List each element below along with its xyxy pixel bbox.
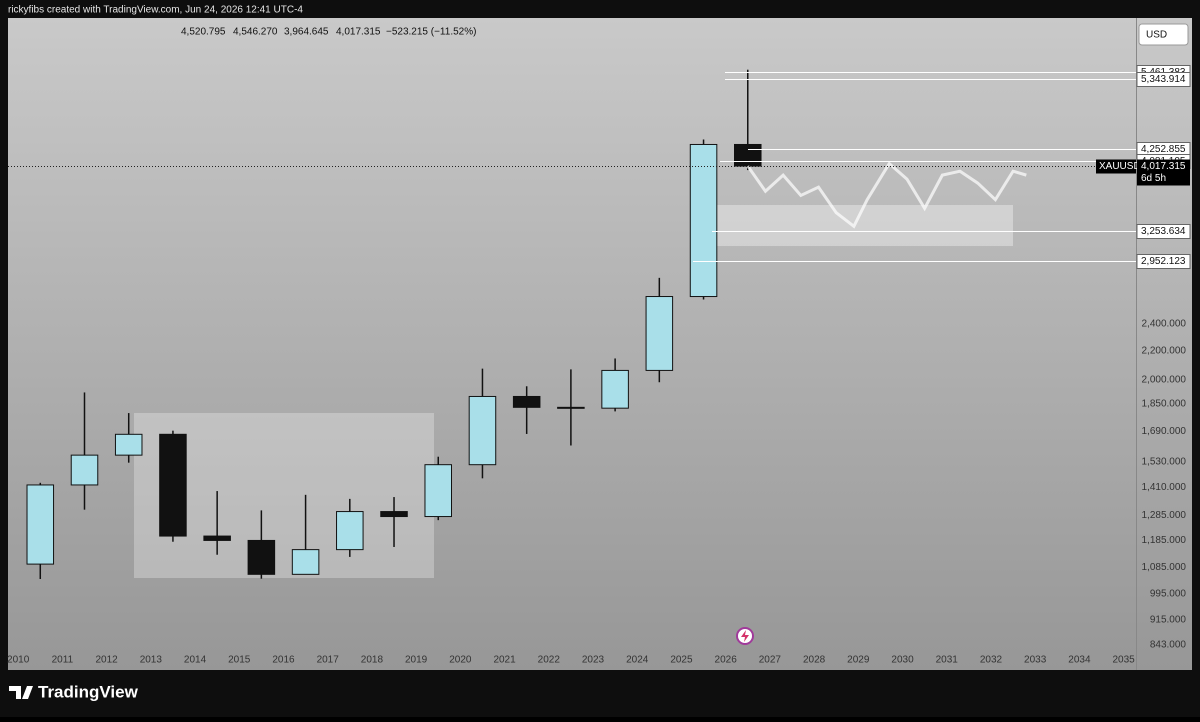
x-tick-label: 2025	[670, 655, 693, 666]
ohlc-close: 4,017.315	[336, 27, 381, 38]
x-tick-label: 2034	[1068, 655, 1091, 666]
y-tick-label: 1,285.000	[1142, 510, 1187, 521]
ohlc-open: 4,520.795	[181, 27, 226, 38]
candle-body	[380, 511, 408, 518]
level-label: 3,253.634	[1141, 226, 1186, 237]
y-tick-label: 1,850.000	[1142, 398, 1187, 409]
x-tick-label: 2028	[803, 655, 826, 666]
y-tick-label: 915.000	[1150, 614, 1187, 625]
candle-body	[601, 369, 629, 409]
y-tick-label: 2,200.000	[1142, 345, 1187, 356]
x-tick-label: 2026	[715, 655, 738, 666]
x-tick-label: 2024	[626, 655, 649, 666]
x-tick-label: 2021	[493, 655, 516, 666]
candle-body	[26, 484, 55, 565]
y-tick-label: 1,410.000	[1142, 482, 1187, 493]
x-tick-label: 2020	[449, 655, 472, 666]
candle-body	[689, 143, 718, 298]
x-tick-label: 2015	[228, 655, 251, 666]
candle-body	[468, 395, 497, 466]
symbol-box	[1096, 159, 1136, 174]
x-tick-label: 2029	[847, 655, 870, 666]
x-tick-label: 2011	[52, 655, 74, 666]
ohlc-change: −523.215 (−11.52%)	[386, 27, 476, 38]
symbol: XAUUSD	[1099, 161, 1141, 172]
x-tick-label: 2017	[317, 655, 340, 666]
candle-body	[512, 395, 541, 408]
x-tick-label: 2014	[184, 655, 207, 666]
brand-logo	[9, 686, 33, 699]
projection-line	[746, 161, 1027, 229]
y-tick-label: 995.000	[1150, 589, 1187, 600]
level-label-box	[1136, 72, 1191, 87]
last-price-box	[1137, 159, 1190, 186]
currency: USD	[1146, 30, 1167, 41]
y-tick-label: 1,690.000	[1142, 426, 1187, 437]
level-label-box	[1136, 224, 1191, 239]
level-label: 5,343.914	[1141, 74, 1186, 85]
x-tick-label: 2030	[891, 655, 914, 666]
y-tick-label: 2,400.000	[1142, 319, 1187, 330]
candle-body	[734, 143, 762, 167]
x-tick-label: 2013	[140, 655, 163, 666]
logo-mark	[9, 686, 33, 699]
candle-body	[70, 454, 99, 486]
candle-body	[645, 296, 674, 371]
x-tick-label: 2022	[538, 655, 561, 666]
y-tick-label: 843.000	[1150, 640, 1187, 651]
x-tick-label: 2012	[95, 655, 118, 666]
caption: rickyfibs created with TradingView.com, …	[8, 5, 303, 16]
candle-body	[424, 464, 453, 518]
brand: TradingView	[38, 682, 139, 701]
x-tick-label: 2031	[936, 655, 959, 666]
x-tick-label: 2010	[7, 655, 30, 666]
countdown: 6d 5h	[1141, 173, 1166, 184]
last-price: 4,017.315	[1141, 161, 1186, 172]
x-tick-label: 2035	[1112, 655, 1135, 666]
y-tick-label: 1,185.000	[1142, 535, 1187, 546]
candle-body	[247, 539, 276, 575]
candle-body	[557, 406, 585, 409]
currency-button[interactable]	[1138, 23, 1189, 46]
event-icon-bolt	[741, 630, 749, 642]
candle-body	[203, 535, 231, 541]
chart-background	[8, 18, 1192, 670]
y-tick-label: 2,000.000	[1142, 375, 1187, 386]
x-tick-label: 2016	[272, 655, 295, 666]
x-tick-label: 2023	[582, 655, 605, 666]
x-tick-label: 2018	[361, 655, 384, 666]
x-tick-label: 2033	[1024, 655, 1047, 666]
level-label: 4,252.855	[1141, 144, 1186, 155]
candle-body	[336, 511, 364, 551]
x-tick-label: 2032	[980, 655, 1003, 666]
x-tick-label: 2027	[759, 655, 782, 666]
ohlc-low: 3,964.645	[284, 27, 329, 38]
y-tick-label: 1,530.000	[1142, 457, 1187, 468]
candle-body	[291, 549, 320, 575]
candle-body	[114, 433, 143, 456]
level-label-box	[1136, 254, 1191, 269]
ohlc-high: 4,546.270	[233, 27, 278, 38]
candle-body	[159, 433, 187, 537]
x-tick-label: 2019	[405, 655, 428, 666]
level-label: 2,952.123	[1141, 256, 1186, 267]
y-tick-label: 1,085.000	[1142, 562, 1187, 573]
